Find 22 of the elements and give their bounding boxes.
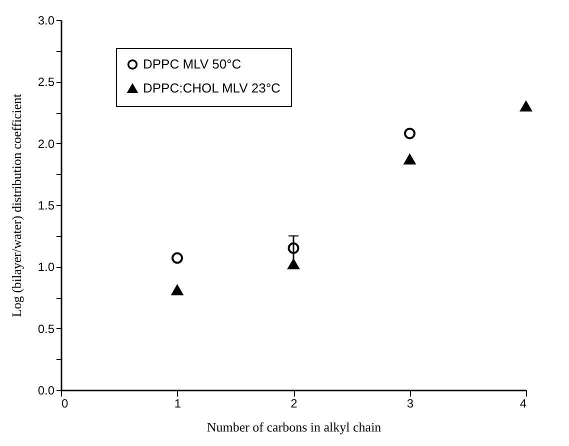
point [172, 252, 183, 264]
point [404, 128, 416, 140]
y-tick-label: 2.0 [38, 136, 55, 151]
point [288, 259, 300, 270]
point [520, 101, 532, 112]
y-axis-title: Log (bilayer/water) distribution coefficient [8, 94, 24, 318]
point [172, 284, 183, 296]
legend-label: DPPC:CHOL MLV 23°C [143, 80, 280, 96]
y-tick-label: 1.0 [38, 260, 55, 274]
x-tick-label: 3 [406, 396, 414, 410]
y-tick-label: 2.5 [38, 75, 55, 90]
x-axis-title: Number of carbons in alkyl chain [206, 420, 382, 434]
y-tick-label: 0.5 [38, 322, 55, 336]
y-tick-label: 3.0 [38, 14, 55, 28]
point [404, 154, 416, 164]
x-tick-label: 4 [520, 396, 527, 410]
y-tick-label: 0.0 [38, 384, 55, 398]
x-tick-label: 1 [174, 396, 182, 410]
legend-label: DPPC MLV 50°C [143, 56, 242, 72]
y-tick-label: 1.5 [38, 198, 55, 212]
x-tick-label: 0 [62, 396, 68, 410]
x-tick-label: 2 [290, 396, 298, 410]
